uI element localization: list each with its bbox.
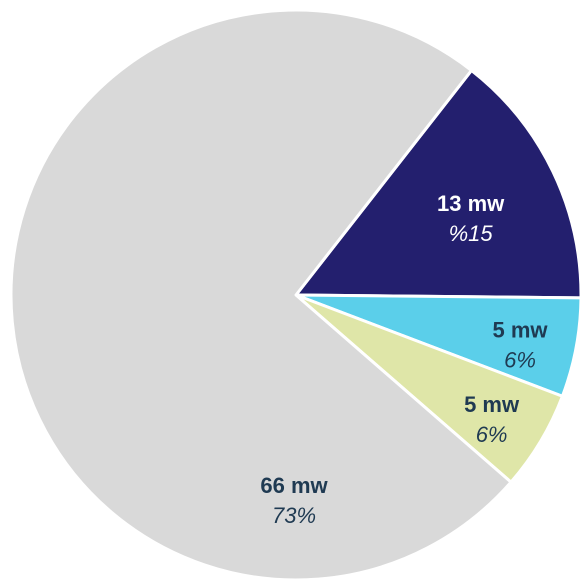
slice-percent-label-2: 6% — [504, 347, 536, 372]
pie-slice-1 — [294, 68, 580, 300]
slice-value-label-1: 13 mw — [437, 191, 505, 216]
slice-value-label-2: 5 mw — [493, 317, 549, 342]
pie-labels: 13 mw %15 5 mw 6% 5 mw 6% 66 mw 73% — [260, 191, 548, 528]
slice-percent-label-1: %15 — [449, 221, 494, 246]
pie-slices — [9, 8, 580, 580]
slice-value-label-4: 66 mw — [260, 473, 328, 498]
pie-slice-4 — [9, 8, 513, 580]
slice-value-label-3: 5 mw — [464, 392, 520, 417]
slice-percent-label-4: 73% — [272, 503, 316, 528]
slice-percent-label-3: 6% — [476, 422, 508, 447]
